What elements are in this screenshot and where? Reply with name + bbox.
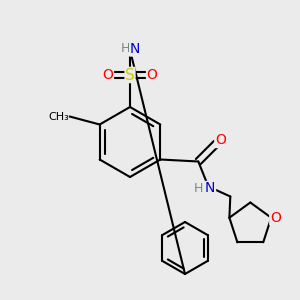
Text: O: O: [103, 68, 113, 82]
Text: H: H: [120, 43, 130, 56]
Text: CH₃: CH₃: [48, 112, 69, 122]
Text: N: N: [130, 42, 140, 56]
Text: N: N: [205, 182, 215, 196]
Text: H: H: [194, 182, 203, 195]
Text: O: O: [147, 68, 158, 82]
Text: O: O: [215, 134, 226, 148]
Text: S: S: [125, 68, 135, 82]
Text: O: O: [270, 211, 281, 225]
